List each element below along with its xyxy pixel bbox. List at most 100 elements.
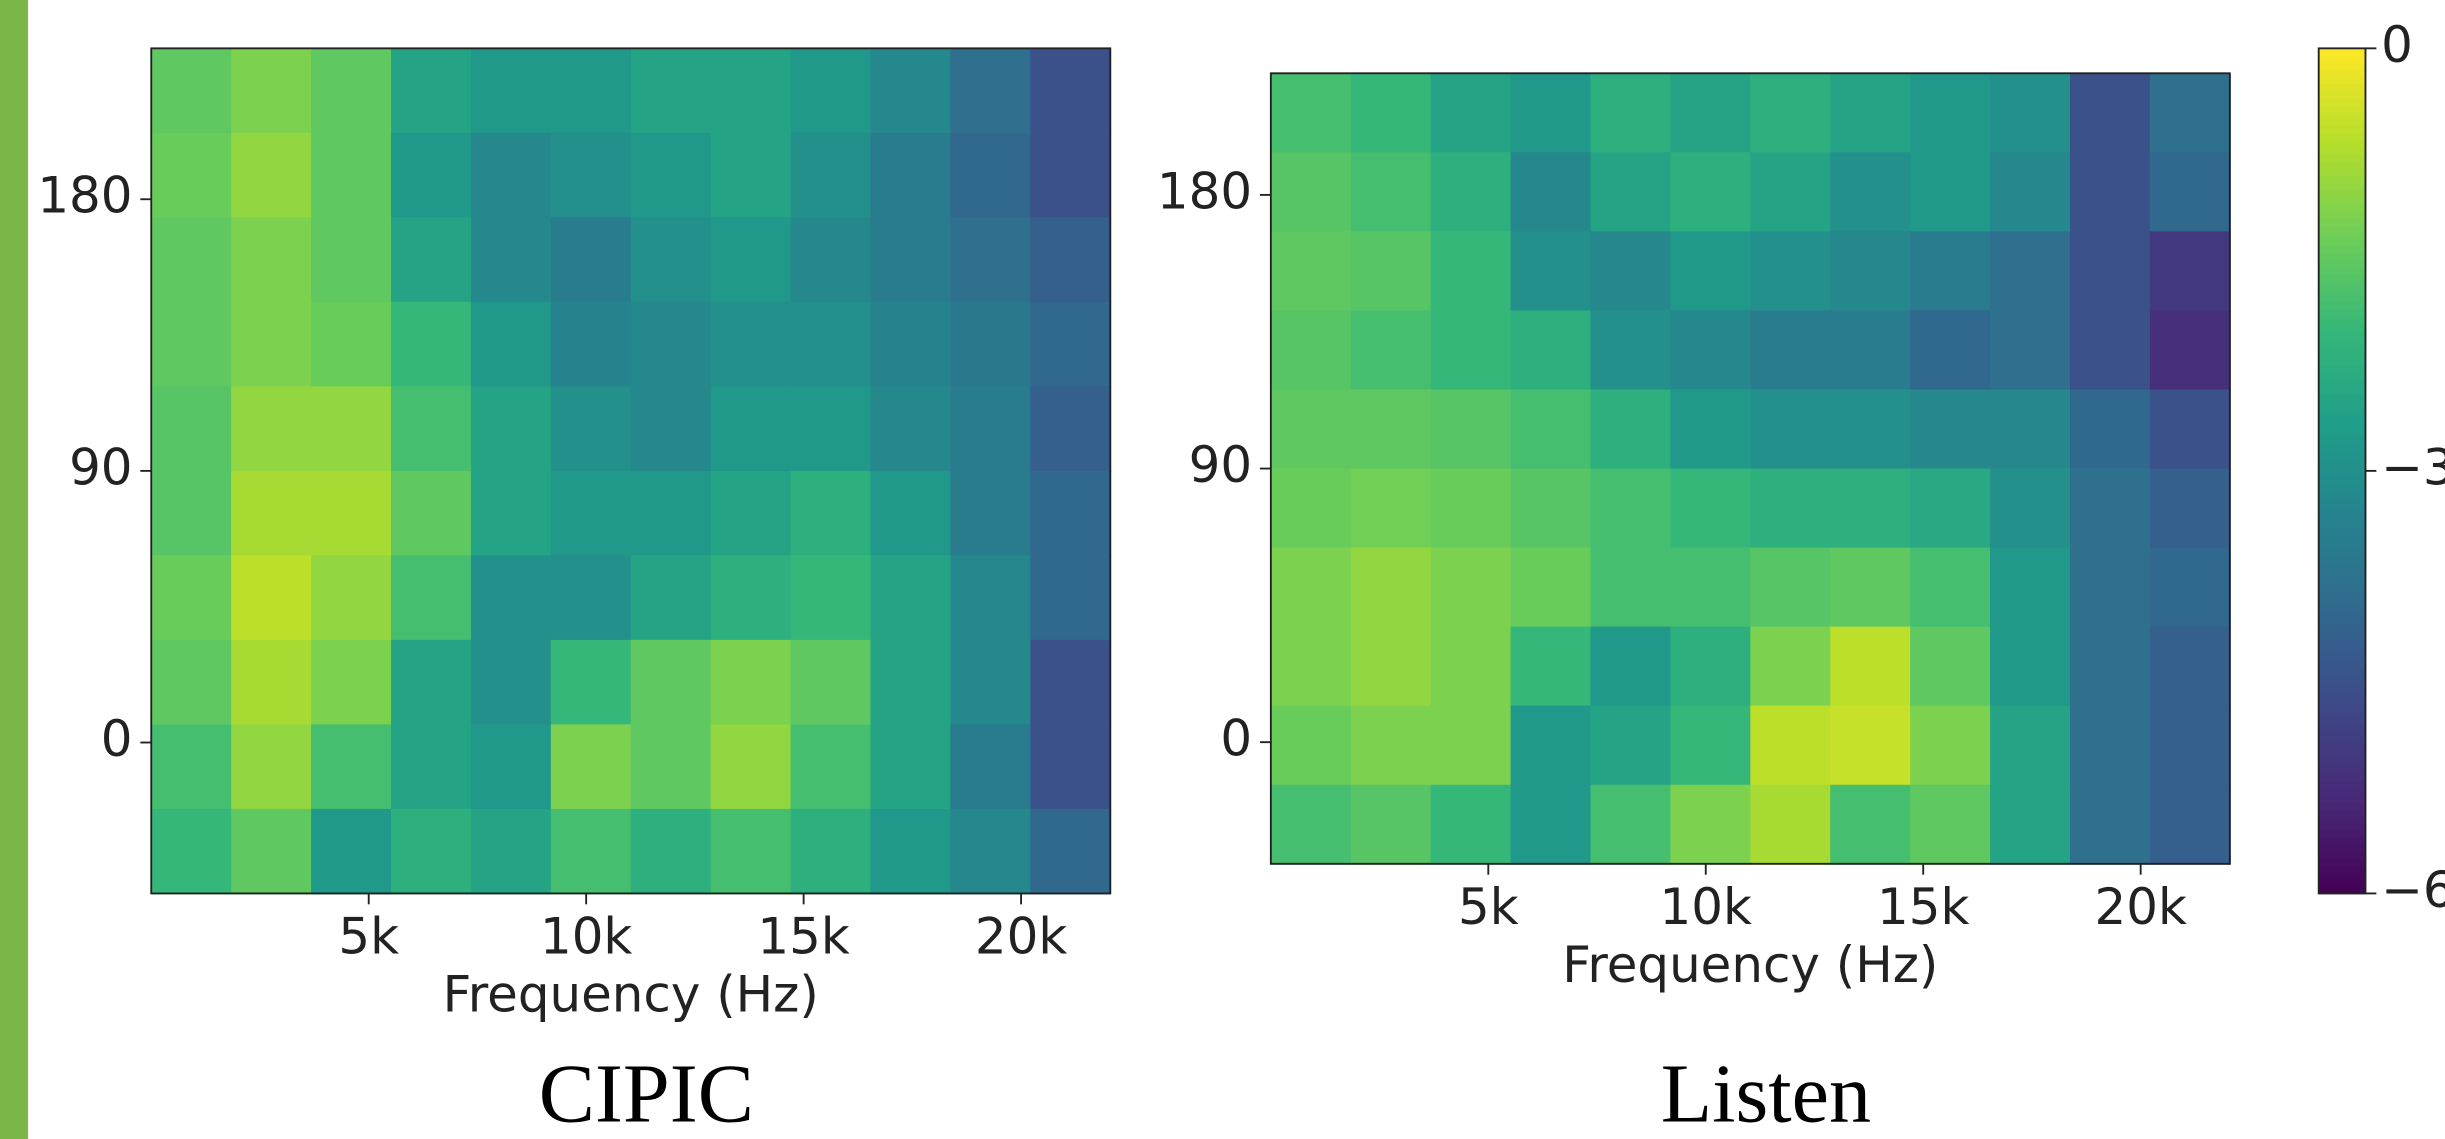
x-tick-label: 10k [540, 908, 632, 966]
heatmap-cell [1990, 389, 2071, 470]
heatmap-cell [470, 301, 552, 388]
heatmap-cell [1910, 547, 1992, 628]
heatmap-cell [1270, 705, 1352, 786]
heatmap-cell [2149, 231, 2231, 312]
colorbar-segment [2318, 280, 2366, 289]
heatmap-cell [2149, 389, 2231, 470]
heatmap-cell [151, 639, 233, 726]
colorbar-segment [2318, 301, 2366, 310]
heatmap-cell [710, 470, 792, 557]
heatmap-cell [870, 132, 952, 219]
heatmap-cell [311, 555, 392, 641]
heatmap-cell [151, 470, 233, 557]
heatmap-cell [390, 301, 472, 388]
heatmap-cell [1430, 705, 1512, 786]
colorbar-segment [2318, 161, 2366, 169]
colorbar-segment [2318, 463, 2366, 472]
heatmap-cell [1430, 547, 1512, 628]
heatmap-cell [390, 48, 472, 134]
colorbar-segment [2318, 379, 2366, 388]
heatmap-cell [1830, 152, 1912, 233]
colorbar-segment [2318, 315, 2366, 324]
heatmap-cell [1510, 231, 1592, 312]
heatmap-cell [470, 555, 552, 641]
heatmap-cell [1670, 310, 1752, 391]
heatmap-cell [1430, 468, 1512, 549]
heatmap-cell [710, 301, 792, 388]
heatmap-cell [1350, 784, 1432, 865]
colorbar-segment [2318, 696, 2366, 705]
colorbar-segment [2318, 421, 2366, 430]
colorbar-segment [2318, 322, 2366, 331]
heatmap-cell [151, 48, 233, 134]
heatmap-cell [870, 48, 952, 134]
heatmap-cell [1430, 626, 1512, 707]
colorbar-segment [2318, 773, 2366, 782]
colorbar-segment [2318, 534, 2366, 543]
heatmap-cell [1990, 231, 2071, 312]
heatmap-cell [231, 724, 313, 810]
heatmap-cell [1750, 231, 1832, 312]
heatmap-cell [1590, 152, 1672, 233]
colorbar-segment [2318, 203, 2366, 212]
heatmap-cell [1350, 310, 1432, 391]
heatmap-cell [1270, 389, 1352, 470]
colorbar-segment [2318, 738, 2366, 747]
heatmap-cell [710, 724, 792, 810]
colorbar-segment [2318, 844, 2366, 852]
heatmap-cell [151, 386, 233, 472]
colorbar-segment [2318, 710, 2366, 719]
heatmap-cell [1750, 547, 1832, 628]
heatmap-cell [790, 555, 872, 641]
colorbar-segment [2318, 787, 2366, 796]
side-bar [0, 0, 29, 1139]
colorbar-segment [2318, 259, 2366, 268]
heatmap-cell [231, 639, 313, 726]
heatmap-cell [1910, 468, 1992, 549]
colorbar-segment [2318, 224, 2366, 233]
heatmap-cell [1670, 547, 1752, 628]
heatmap-cell [550, 301, 632, 388]
colorbar-segment [2318, 168, 2366, 176]
colorbar-segment [2318, 308, 2366, 317]
colorbar-segment [2318, 597, 2366, 606]
heatmap-cell [550, 386, 632, 472]
heatmap-cell [1590, 310, 1672, 391]
heatmap-cell [2149, 784, 2231, 865]
colorbar-segment [2318, 484, 2366, 493]
colorbar-segment [2318, 245, 2366, 254]
heatmap-cell [1430, 784, 1512, 865]
colorbar-segment [2318, 731, 2366, 740]
heatmap-cell [151, 555, 233, 641]
colorbar-segment [2318, 146, 2366, 155]
heatmap-cell [1670, 784, 1752, 865]
colorbar-segment [2318, 513, 2366, 521]
colorbar-segment [2318, 794, 2366, 803]
heatmap-cell [151, 724, 233, 810]
heatmap-cell [630, 724, 712, 810]
heatmap-cell [1670, 626, 1752, 707]
colorbar-segment [2318, 442, 2366, 451]
heatmap-cell [1510, 626, 1592, 707]
colorbar-tick-label: −60 [2381, 861, 2445, 919]
heatmap-cell [1350, 626, 1432, 707]
colorbar-segment [2318, 153, 2366, 162]
heatmap-cell [550, 217, 632, 303]
colorbar-tick-label: −30 [2381, 438, 2445, 496]
heatmap-cell [390, 470, 472, 557]
heatmap-cell [550, 132, 632, 219]
heatmap-cell [1590, 784, 1672, 865]
heatmap-cell [1590, 468, 1672, 549]
heatmap-cell [790, 724, 872, 810]
x-tick-label: 15k [1877, 878, 1969, 936]
heatmap-cell [550, 724, 632, 810]
heatmap-cell [231, 555, 313, 641]
x-tick-label: 5k [338, 908, 399, 966]
y-tick-label: 90 [69, 438, 132, 496]
heatmap-cell [2069, 73, 2151, 154]
heatmap-cell [470, 808, 552, 895]
heatmap-cell [311, 724, 392, 810]
heatmap-cell [630, 639, 712, 726]
colorbar-segment [2318, 808, 2366, 817]
